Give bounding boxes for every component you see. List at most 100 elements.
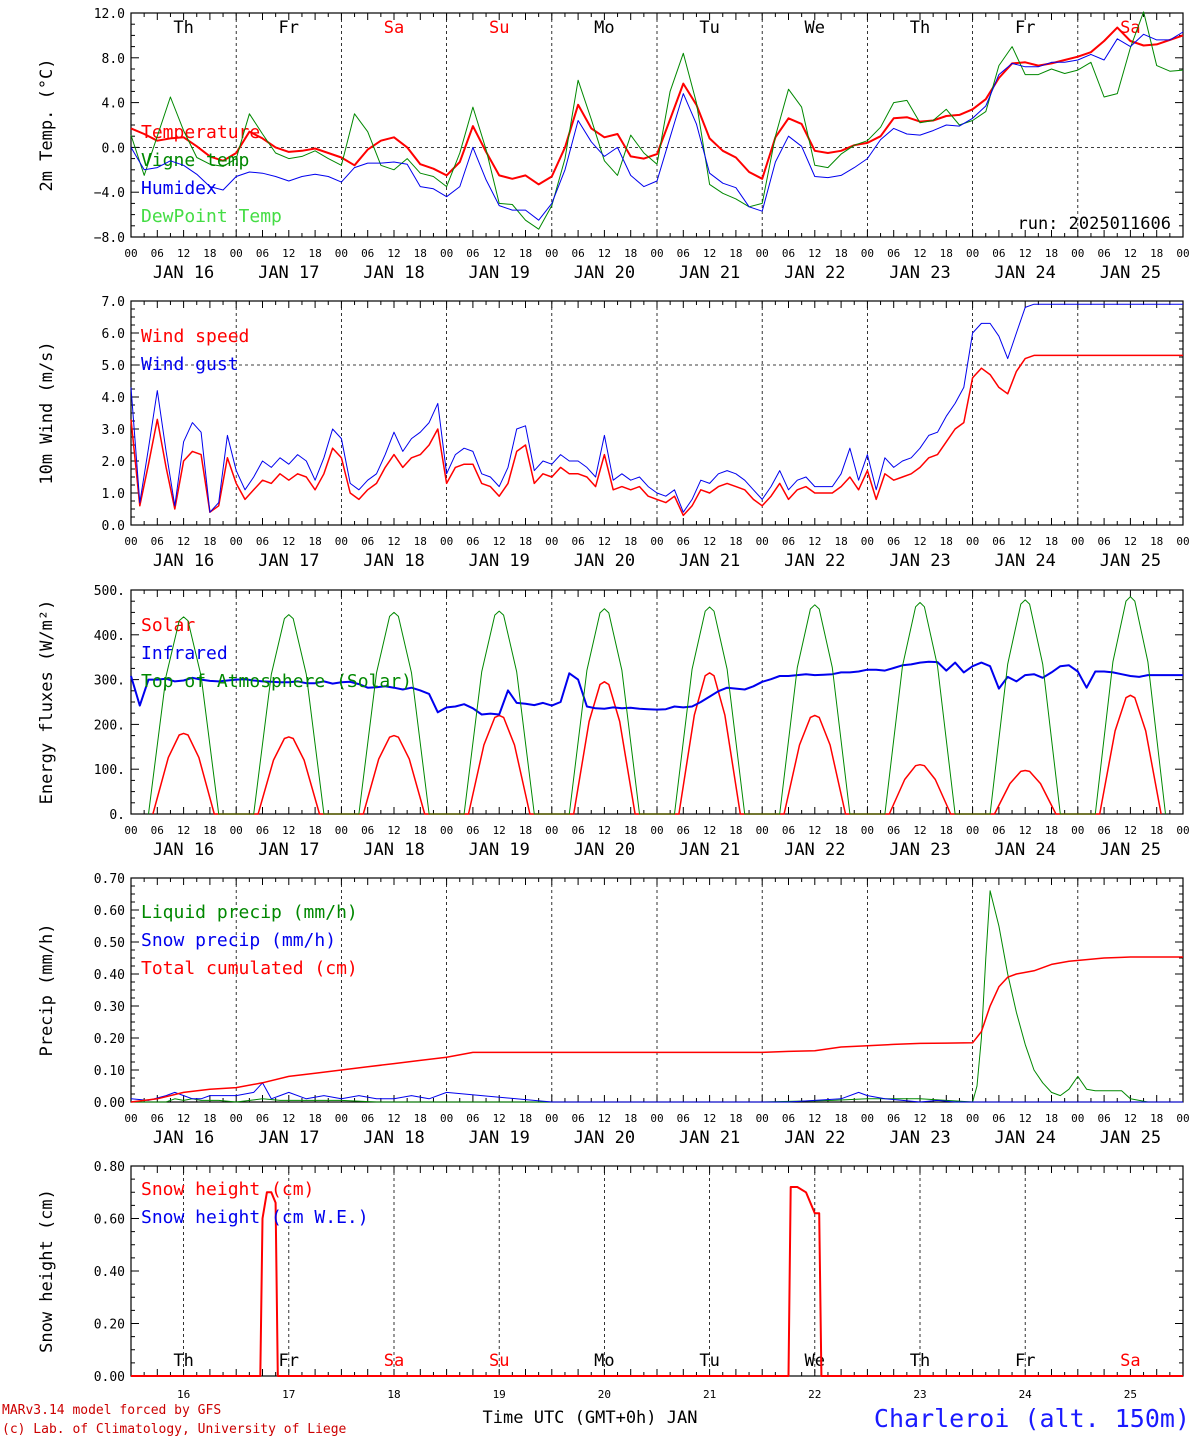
- hour-tick-label: 06: [992, 824, 1005, 837]
- hour-tick-label: 12: [493, 1112, 506, 1125]
- hour-tick-label: 18: [203, 247, 216, 260]
- hour-tick-label: 12: [808, 1112, 821, 1125]
- hour-tick-label: 18: [940, 247, 953, 260]
- chart-panel-0: 12.0 8.0 4.0 0.0 −4.0 −8.0 2m Temp. (°C) 00 06 12…: [37, 7, 1190, 283]
- date-label: JAN 18: [363, 1128, 424, 1148]
- weekday-label: Mo: [594, 18, 614, 38]
- y-tick-label: 0.30: [94, 1000, 125, 1015]
- hour-tick-label: 00: [545, 824, 558, 837]
- y-tick-label: 12.0: [94, 7, 125, 22]
- hour-tick-label: 06: [571, 1112, 584, 1125]
- series-line-snow-precip-mm-h: [130, 1082, 1183, 1103]
- hour-tick-label: 00: [545, 535, 558, 548]
- weekday-label: Sa: [1120, 1351, 1140, 1371]
- hour-tick-label: 00: [1176, 247, 1189, 260]
- hour-tick-label: 12: [177, 535, 190, 548]
- date-label: JAN 18: [363, 551, 424, 571]
- hour-tick-label: 18: [414, 247, 427, 260]
- date-label: JAN 18: [363, 840, 424, 860]
- hour-tick-label: 00: [545, 247, 558, 260]
- hour-tick-label: 18: [519, 535, 532, 548]
- date-label: JAN 24: [994, 263, 1055, 283]
- hour-tick-label: 06: [466, 1112, 479, 1125]
- day-number-label: 23: [913, 1388, 926, 1401]
- date-label: JAN 20: [574, 840, 635, 860]
- hour-tick-label: 18: [1045, 535, 1058, 548]
- legend-entry: Temperature: [141, 122, 260, 143]
- plot-frame: [130, 12, 1184, 238]
- hour-tick-label: 06: [677, 535, 690, 548]
- weekday-label: Th: [173, 18, 193, 38]
- x-axis-title: Time UTC (GMT+0h) JAN: [483, 1408, 698, 1428]
- hour-tick-label: 06: [361, 1112, 374, 1125]
- hour-tick-label: 18: [834, 1112, 847, 1125]
- hour-tick-label: 18: [624, 1112, 637, 1125]
- chart-panel-4: 0.80 0.60 0.40 0.20 0.00 Snow height (cm) 16 17…: [37, 1160, 1184, 1401]
- chart-panel-3: 0.70 0.60 0.50 0.40 0.30 0.20 0.10 0.00 Precip (…: [37, 872, 1190, 1148]
- series-line-wind-speed: [130, 354, 1183, 517]
- date-label: JAN 18: [363, 263, 424, 283]
- hour-tick-label: 00: [966, 535, 979, 548]
- hour-tick-label: 12: [493, 535, 506, 548]
- date-label: JAN 25: [1100, 1128, 1161, 1148]
- hour-tick-label: 06: [887, 1112, 900, 1125]
- chart-panel-2: 500. 400. 300. 200. 100. 0. Energy fluxes (W/m…: [37, 584, 1190, 860]
- hour-tick-label: 06: [151, 247, 164, 260]
- date-label: JAN 22: [784, 551, 845, 571]
- weekday-label: Fr: [279, 1351, 299, 1371]
- y-tick-label: 0.0: [102, 519, 125, 534]
- hour-tick-label: 12: [598, 824, 611, 837]
- hour-tick-label: 18: [624, 247, 637, 260]
- series-line-top-of-atmosphere-solar: [148, 596, 1166, 815]
- weekday-label: Th: [910, 18, 930, 38]
- hour-tick-label: 12: [1124, 1112, 1137, 1125]
- hour-tick-label: 12: [703, 1112, 716, 1125]
- date-label: JAN 17: [258, 263, 319, 283]
- hour-tick-label: 00: [124, 247, 137, 260]
- hour-tick-label: 18: [414, 1112, 427, 1125]
- hour-tick-label: 12: [493, 247, 506, 260]
- legend-entry: Snow precip (mm/h): [141, 930, 336, 951]
- weekday-label: Su: [489, 18, 509, 38]
- legend-entry: Total cumulated (cm): [141, 958, 358, 979]
- hour-tick-label: 06: [151, 1112, 164, 1125]
- y-axis-label: Energy fluxes (W/m²): [37, 600, 57, 805]
- legend-entry: Top of Atmosphere (Solar): [141, 671, 412, 692]
- weekday-label: We: [805, 1351, 825, 1371]
- hour-tick-label: 18: [729, 824, 742, 837]
- legend-entry: Vigne temp: [141, 150, 249, 171]
- weekday-label: Su: [489, 1351, 509, 1371]
- hour-tick-label: 00: [335, 1112, 348, 1125]
- hour-tick-label: 18: [1150, 247, 1163, 260]
- date-label: JAN 25: [1100, 840, 1161, 860]
- hour-tick-label: 18: [729, 535, 742, 548]
- hour-tick-label: 06: [782, 535, 795, 548]
- hour-tick-label: 06: [1097, 1112, 1110, 1125]
- date-label: JAN 22: [784, 263, 845, 283]
- hour-tick-label: 00: [650, 824, 663, 837]
- y-tick-label: 0.50: [94, 936, 125, 951]
- y-tick-label: 0.60: [94, 904, 125, 919]
- date-label: JAN 21: [679, 551, 740, 571]
- weekday-label: Sa: [384, 18, 404, 38]
- hour-tick-label: 06: [361, 247, 374, 260]
- date-label: JAN 19: [468, 551, 529, 571]
- hour-tick-label: 18: [729, 1112, 742, 1125]
- series-line-humidex: [130, 31, 1184, 221]
- weekday-label: Th: [910, 1351, 930, 1371]
- y-tick-label: 400.: [94, 629, 125, 644]
- hour-tick-label: 00: [440, 247, 453, 260]
- hour-tick-label: 18: [1150, 1112, 1163, 1125]
- date-label: JAN 19: [468, 263, 529, 283]
- hour-tick-label: 18: [624, 535, 637, 548]
- hour-tick-label: 00: [335, 824, 348, 837]
- y-tick-label: 0.0: [102, 141, 125, 156]
- hour-tick-label: 00: [1176, 535, 1189, 548]
- hour-tick-label: 18: [834, 535, 847, 548]
- hour-tick-label: 00: [756, 535, 769, 548]
- y-tick-label: 4.0: [102, 97, 125, 112]
- hour-tick-label: 06: [782, 1112, 795, 1125]
- plot-frame: [130, 300, 1184, 526]
- hour-tick-label: 00: [756, 247, 769, 260]
